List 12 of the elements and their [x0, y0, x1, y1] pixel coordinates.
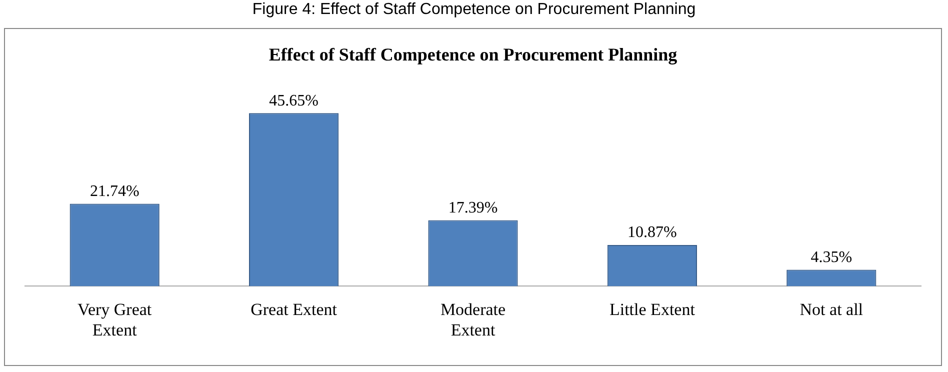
data-label: 21.74% — [90, 182, 140, 200]
chart-title: Effect of Staff Competence on Procurement Planning — [268, 44, 678, 64]
x-tick-label: Little Extent — [609, 300, 696, 319]
x-tick-label: Very Great Extent — [78, 300, 152, 340]
data-label: 17.39% — [448, 199, 498, 216]
x-tick-label: Great Extent — [250, 300, 338, 319]
x-tick-label: Moderate Extent — [440, 300, 506, 340]
data-label: 4.35% — [810, 248, 852, 266]
caption: Figure 4: Effect of Staff Competence on Procurement Planning — [251, 0, 697, 20]
data-label: 10.87% — [628, 224, 677, 242]
data-label: 45.65% — [269, 92, 318, 110]
x-tick-label: Not at all — [800, 300, 864, 319]
